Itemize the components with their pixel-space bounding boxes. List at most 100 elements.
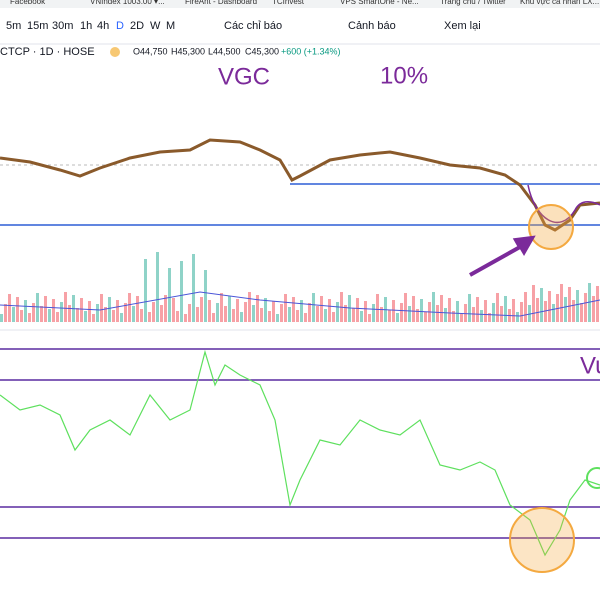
volume-bar	[224, 306, 227, 322]
curve	[527, 184, 600, 223]
ticker-note: VGC	[218, 63, 270, 90]
volume-bar	[396, 313, 399, 322]
bookmark[interactable]: Trang chủ / Twitter	[440, 0, 506, 6]
volume-bar	[48, 309, 51, 322]
volume-bar	[572, 300, 575, 322]
interval[interactable]: 30m	[52, 20, 73, 32]
volume-bar	[412, 296, 415, 322]
interval[interactable]: 2D	[130, 20, 144, 32]
volume-bar	[16, 297, 19, 322]
symbol: CTCP · 1D · HOSE	[0, 46, 95, 58]
volume-bar	[192, 254, 195, 322]
volume-bar	[448, 298, 451, 322]
volume-bar	[208, 300, 211, 322]
volume-bar	[60, 302, 63, 322]
volume-bar	[232, 309, 235, 322]
volume-bar	[380, 307, 383, 322]
volume-bar	[12, 307, 15, 322]
volume-bar	[324, 309, 327, 322]
volume-bar	[316, 306, 319, 322]
interval[interactable]: 5m	[6, 20, 21, 32]
volume-bar	[148, 312, 151, 322]
volume-bar	[460, 314, 463, 322]
volume-bar	[440, 295, 443, 322]
volume-bar	[36, 293, 39, 322]
bookmark[interactable]: VPS SmartOne - Ne...	[340, 0, 419, 6]
interval[interactable]: W	[150, 20, 161, 32]
interval[interactable]: 1h	[80, 20, 92, 32]
volume-bar	[152, 302, 155, 322]
volume-bar	[8, 294, 11, 322]
bookmark[interactable]: VNIndex 1003.00 ▾...	[90, 0, 165, 6]
volume-bar	[388, 310, 391, 322]
volume-bar	[392, 300, 395, 322]
volume-bar	[212, 313, 215, 322]
volume-bar	[352, 308, 355, 322]
volume-bar	[560, 284, 563, 322]
volume-bar	[40, 306, 43, 322]
volume-bar	[84, 311, 87, 322]
volume-bar	[128, 293, 131, 322]
volume-bar	[452, 311, 455, 322]
low: L44,500	[208, 46, 241, 56]
volume-bar	[536, 298, 539, 322]
volume-bar	[356, 298, 359, 322]
volume-bar	[408, 306, 411, 322]
volume-bar	[112, 310, 115, 322]
volume-bar	[456, 301, 459, 322]
volume-bar	[312, 293, 315, 322]
replay-button[interactable]: Xem lại	[444, 20, 481, 32]
bookmark[interactable]: Khu vực cá nhân LX...	[520, 0, 599, 6]
volume-bar	[52, 299, 55, 322]
volume-bar	[308, 303, 311, 322]
volume-bar	[268, 311, 271, 322]
volume-bar	[492, 303, 495, 322]
volume-bar	[344, 305, 347, 322]
volume-bar	[256, 295, 259, 322]
volume-bar	[252, 305, 255, 322]
toolbar: 5m 15m 30m 1h 4h D 2D W M	[6, 20, 175, 32]
volume-bar	[220, 293, 223, 322]
volume-bar	[564, 297, 567, 322]
volume-bar	[132, 306, 135, 322]
oscillator-line	[0, 349, 600, 557]
volume-bar	[156, 252, 159, 322]
volume-bar	[484, 300, 487, 322]
volume-bar	[584, 293, 587, 322]
interval[interactable]: M	[166, 20, 175, 32]
volume-bar	[264, 298, 267, 322]
volume-bar	[200, 297, 203, 322]
volume-bar	[172, 298, 175, 322]
indicators-button[interactable]: Các chỉ báo	[224, 20, 282, 32]
volume-bar	[576, 290, 579, 322]
highlight-circle	[528, 204, 574, 250]
volume-bar	[420, 299, 423, 322]
interval[interactable]: 4h	[97, 20, 109, 32]
volume-bar	[204, 270, 207, 322]
bookmark-bar	[0, 0, 600, 8]
volume-bar	[464, 304, 467, 322]
volume-bar	[32, 303, 35, 322]
volume-bar	[92, 314, 95, 322]
volume-bar	[28, 313, 31, 322]
volume-bar	[480, 310, 483, 322]
interval[interactable]: 15m	[27, 20, 48, 32]
alerts-button[interactable]: Cảnh báo	[348, 20, 396, 32]
bookmark[interactable]: FireAnt - Dashboard	[185, 0, 257, 6]
change: +600 (+1.34%)	[281, 46, 341, 56]
interval[interactable]: D	[116, 20, 124, 32]
volume-bar	[124, 303, 127, 322]
lower-note: Vu	[580, 352, 600, 379]
volume-bar	[424, 312, 427, 322]
volume-bar	[248, 292, 251, 322]
bookmark[interactable]: Facebook	[10, 0, 46, 6]
volume-bar	[288, 307, 291, 322]
volume-bar	[24, 300, 27, 322]
volume-bar	[524, 292, 527, 322]
volume-bar	[544, 301, 547, 322]
volume-bar	[120, 313, 123, 322]
bookmark[interactable]: TCInvest	[272, 0, 305, 6]
volume-bar	[196, 307, 199, 322]
volume-bar	[20, 310, 23, 322]
volume-bars	[0, 252, 599, 322]
